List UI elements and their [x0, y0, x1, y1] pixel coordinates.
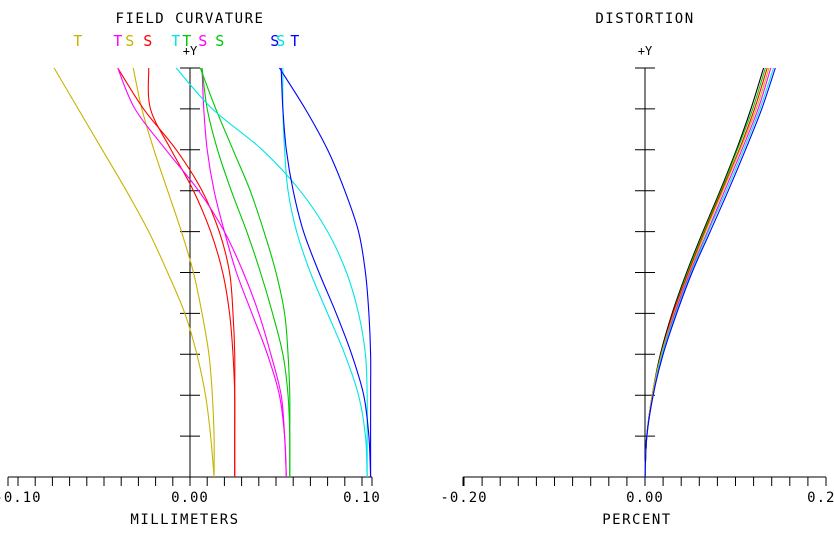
field-curvature-legend-entry: T	[73, 32, 83, 50]
distortion-x-tick-label: -0.20	[440, 490, 487, 506]
field-curvature-legend-entry: S	[198, 32, 208, 50]
field-curvature-legend-entry: S	[215, 32, 225, 50]
distortion-title: DISTORTION	[595, 11, 694, 27]
field-curvature-title: FIELD CURVATURE	[116, 11, 265, 27]
field-curvature-tick-labels: -0.10 0.00 0.10	[0, 490, 381, 506]
field-curvature-series-line	[175, 67, 368, 477]
field-curvature-legend-entry: S	[143, 32, 153, 50]
field-curvature-legend-entry: T	[113, 32, 123, 50]
field-curvature-series-line	[117, 67, 236, 477]
field-curvature-series-line	[280, 67, 372, 478]
field-curvature-legend-entry: S	[276, 32, 286, 50]
field-curvature-series-line	[117, 67, 287, 478]
field-curvature-series-line	[199, 67, 291, 477]
field-curvature-series-line	[201, 67, 291, 478]
field-curvature-x-axis-label: MILLIMETERS	[130, 512, 239, 528]
field-curvature-series-line	[132, 67, 215, 478]
field-curvature-legend-entry: S	[125, 32, 135, 50]
distortion-series	[644, 67, 776, 478]
distortion-tick-labels: -0.20 0.00 0.20	[440, 490, 834, 506]
field-curvature-axes	[7, 67, 373, 486]
field-curvature-series	[53, 67, 372, 478]
distortion-chart: DISTORTION +Y -0.20 0.00 0.20 PERCENT	[440, 11, 834, 528]
distortion-series-line	[644, 67, 770, 478]
field-curvature-legend-entry: T	[182, 32, 192, 50]
field-curvature-legend-entry: T	[290, 32, 300, 50]
field-curvature-legend-entry: T	[171, 32, 181, 50]
distortion-series-line	[644, 67, 776, 478]
distortion-x-tick-label: 0.00	[626, 490, 664, 506]
field-curvature-x-tick-label: 0.10	[343, 490, 381, 506]
distortion-axes	[462, 67, 827, 486]
field-curvature-series-line	[282, 67, 368, 478]
field-curvature-series-line	[53, 67, 215, 478]
field-curvature-x-tick-label: -0.10	[0, 490, 42, 506]
field-curvature-legend-entry: S	[270, 32, 280, 50]
distortion-x-tick-label: 0.20	[807, 490, 834, 506]
field-curvature-series-line	[278, 67, 372, 477]
field-curvature-series-line	[147, 67, 236, 477]
field-curvature-series-line	[201, 67, 287, 478]
field-curvature-legend: T T S S T T S S SS T	[73, 32, 300, 50]
distortion-x-axis-label: PERCENT	[602, 512, 672, 528]
field-curvature-x-tick-label: 0.00	[171, 490, 209, 506]
distortion-y-axis-label: +Y	[638, 44, 653, 58]
field-curvature-y-axis-label: +Y	[183, 44, 198, 58]
